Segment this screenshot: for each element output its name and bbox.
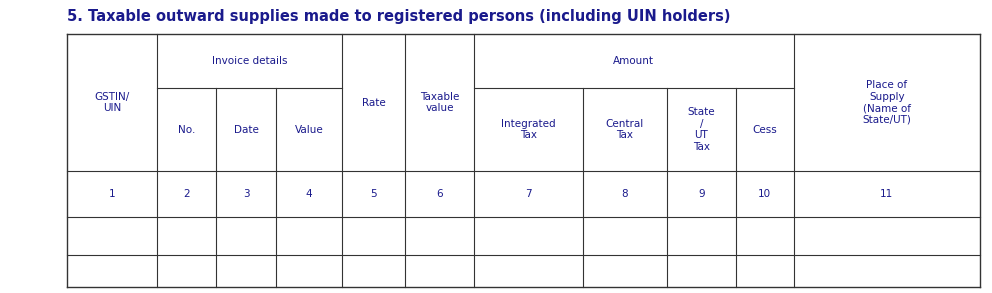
Text: GSTIN/
UIN: GSTIN/ UIN bbox=[94, 92, 130, 113]
Text: 4: 4 bbox=[306, 189, 312, 199]
Text: 1: 1 bbox=[109, 189, 115, 199]
Text: Invoice details: Invoice details bbox=[211, 56, 288, 66]
Text: Cess: Cess bbox=[753, 125, 777, 135]
Text: 5. Taxable outward supplies made to registered persons (including UIN holders): 5. Taxable outward supplies made to regi… bbox=[67, 9, 731, 24]
Text: Value: Value bbox=[295, 125, 323, 135]
Text: 11: 11 bbox=[880, 189, 894, 199]
Text: 6: 6 bbox=[436, 189, 442, 199]
Text: Central
Tax: Central Tax bbox=[606, 119, 644, 140]
Text: Place of
Supply
(Name of
State/UT): Place of Supply (Name of State/UT) bbox=[862, 80, 912, 125]
Text: 5: 5 bbox=[370, 189, 377, 199]
Text: 3: 3 bbox=[243, 189, 249, 199]
Text: Date: Date bbox=[233, 125, 259, 135]
Text: 7: 7 bbox=[526, 189, 532, 199]
Text: No.: No. bbox=[178, 125, 195, 135]
Text: Rate: Rate bbox=[362, 98, 385, 108]
Text: 8: 8 bbox=[622, 189, 628, 199]
Text: Amount: Amount bbox=[613, 56, 655, 66]
Text: 10: 10 bbox=[758, 189, 772, 199]
Text: Taxable
value: Taxable value bbox=[420, 92, 459, 113]
Text: 9: 9 bbox=[698, 189, 704, 199]
Text: State
/
UT
Tax: State / UT Tax bbox=[687, 107, 715, 152]
Text: Integrated
Tax: Integrated Tax bbox=[501, 119, 557, 140]
Text: 2: 2 bbox=[184, 189, 189, 199]
